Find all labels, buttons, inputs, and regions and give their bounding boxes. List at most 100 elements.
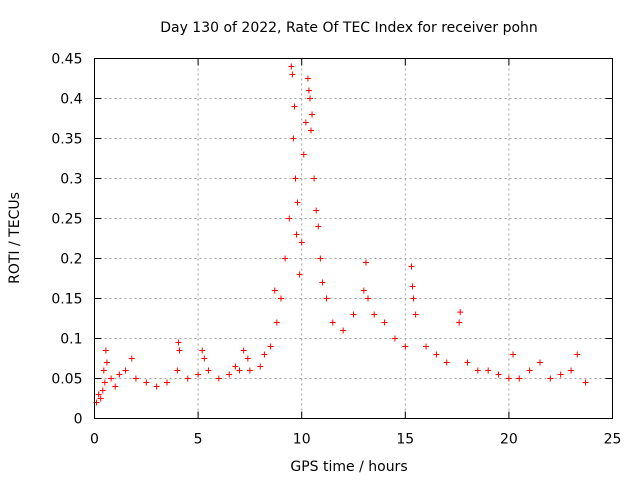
- data-point: [199, 347, 206, 354]
- data-point: [433, 351, 440, 358]
- data-point: [282, 255, 289, 262]
- data-point: [246, 367, 253, 374]
- data-point: [340, 327, 347, 334]
- data-point: [505, 375, 512, 382]
- data-point: [293, 231, 300, 238]
- data-point: [329, 319, 336, 326]
- y-tick-label: 0.25: [51, 212, 82, 228]
- plot-frame: [94, 58, 613, 419]
- data-point: [174, 367, 181, 374]
- data-point: [510, 351, 517, 358]
- data-point: [288, 63, 295, 70]
- data-point: [362, 259, 369, 266]
- data-point: [317, 255, 324, 262]
- data-point: [402, 343, 409, 350]
- data-point: [296, 271, 303, 278]
- data-point: [360, 287, 367, 294]
- data-point: [112, 383, 119, 390]
- y-tick-label: 0.1: [60, 332, 82, 348]
- data-point: [236, 367, 243, 374]
- data-point: [101, 379, 108, 386]
- data-point: [306, 95, 313, 102]
- data-point: [371, 311, 378, 318]
- x-axis-title: GPS time / hours: [290, 459, 407, 475]
- data-point: [290, 135, 297, 142]
- data-point: [153, 383, 160, 390]
- y-tick-label: 0.3: [60, 172, 82, 188]
- data-point: [108, 375, 115, 382]
- y-tick-label: 0.4: [60, 92, 82, 108]
- data-point: [495, 371, 502, 378]
- data-point: [302, 119, 309, 126]
- data-point: [323, 295, 330, 302]
- data-point: [308, 127, 315, 134]
- data-points: [93, 63, 589, 406]
- data-point: [195, 371, 202, 378]
- data-point: [232, 363, 239, 370]
- x-tick-label: 20: [500, 432, 518, 448]
- data-point: [456, 319, 463, 326]
- data-point: [409, 283, 416, 290]
- data-point: [557, 371, 564, 378]
- data-point: [309, 111, 316, 118]
- grid: [94, 58, 613, 419]
- data-point: [277, 295, 284, 302]
- y-tick-label: 0.2: [60, 252, 82, 268]
- data-point: [391, 335, 398, 342]
- data-point: [319, 279, 326, 286]
- y-tick-label: 0.05: [51, 372, 82, 388]
- data-point: [175, 339, 182, 346]
- x-tick-label: 15: [396, 432, 414, 448]
- data-point: [574, 351, 581, 358]
- data-point: [304, 75, 311, 82]
- x-tick-label: 0: [90, 432, 99, 448]
- data-point: [526, 367, 533, 374]
- chart-title: Day 130 of 2022, Rate Of TEC Index for r…: [160, 20, 538, 36]
- data-point: [381, 319, 388, 326]
- x-tick-label: 10: [293, 432, 311, 448]
- data-point: [240, 347, 247, 354]
- data-point: [128, 355, 135, 362]
- data-point: [97, 395, 104, 402]
- data-point: [164, 379, 171, 386]
- data-point: [313, 207, 320, 214]
- data-point: [568, 367, 575, 374]
- x-tick-label: 25: [604, 432, 622, 448]
- ticks: 0 5 10 15 20 25 0 0.05 0.1 0.15 0.2 0.25 0.3 0.35 0.4 0…: [51, 52, 621, 448]
- data-point: [305, 87, 312, 94]
- data-point: [226, 371, 233, 378]
- data-point: [143, 379, 150, 386]
- data-point: [99, 387, 106, 394]
- data-point: [315, 223, 322, 230]
- data-point: [244, 355, 251, 362]
- data-point: [300, 151, 307, 158]
- data-point: [464, 359, 471, 366]
- data-point: [294, 199, 301, 206]
- data-point: [132, 375, 139, 382]
- data-point: [289, 71, 296, 78]
- data-point: [547, 375, 554, 382]
- y-tick-label: 0.35: [51, 132, 82, 148]
- data-point: [365, 295, 372, 302]
- data-point: [423, 343, 430, 350]
- data-point: [261, 351, 268, 358]
- data-point: [257, 363, 264, 370]
- data-point: [291, 103, 298, 110]
- data-point: [485, 367, 492, 374]
- data-point: [184, 375, 191, 382]
- data-point: [201, 355, 208, 362]
- x-tick-label: 5: [194, 432, 203, 448]
- data-point: [457, 309, 464, 316]
- data-point: [410, 295, 417, 302]
- data-point: [582, 379, 589, 386]
- data-point: [350, 311, 357, 318]
- data-point: [412, 311, 419, 318]
- data-point: [176, 347, 183, 354]
- data-point: [474, 367, 481, 374]
- data-point: [215, 375, 222, 382]
- data-point: [205, 367, 212, 374]
- data-point: [292, 175, 299, 182]
- y-tick-label: 0.15: [51, 292, 82, 308]
